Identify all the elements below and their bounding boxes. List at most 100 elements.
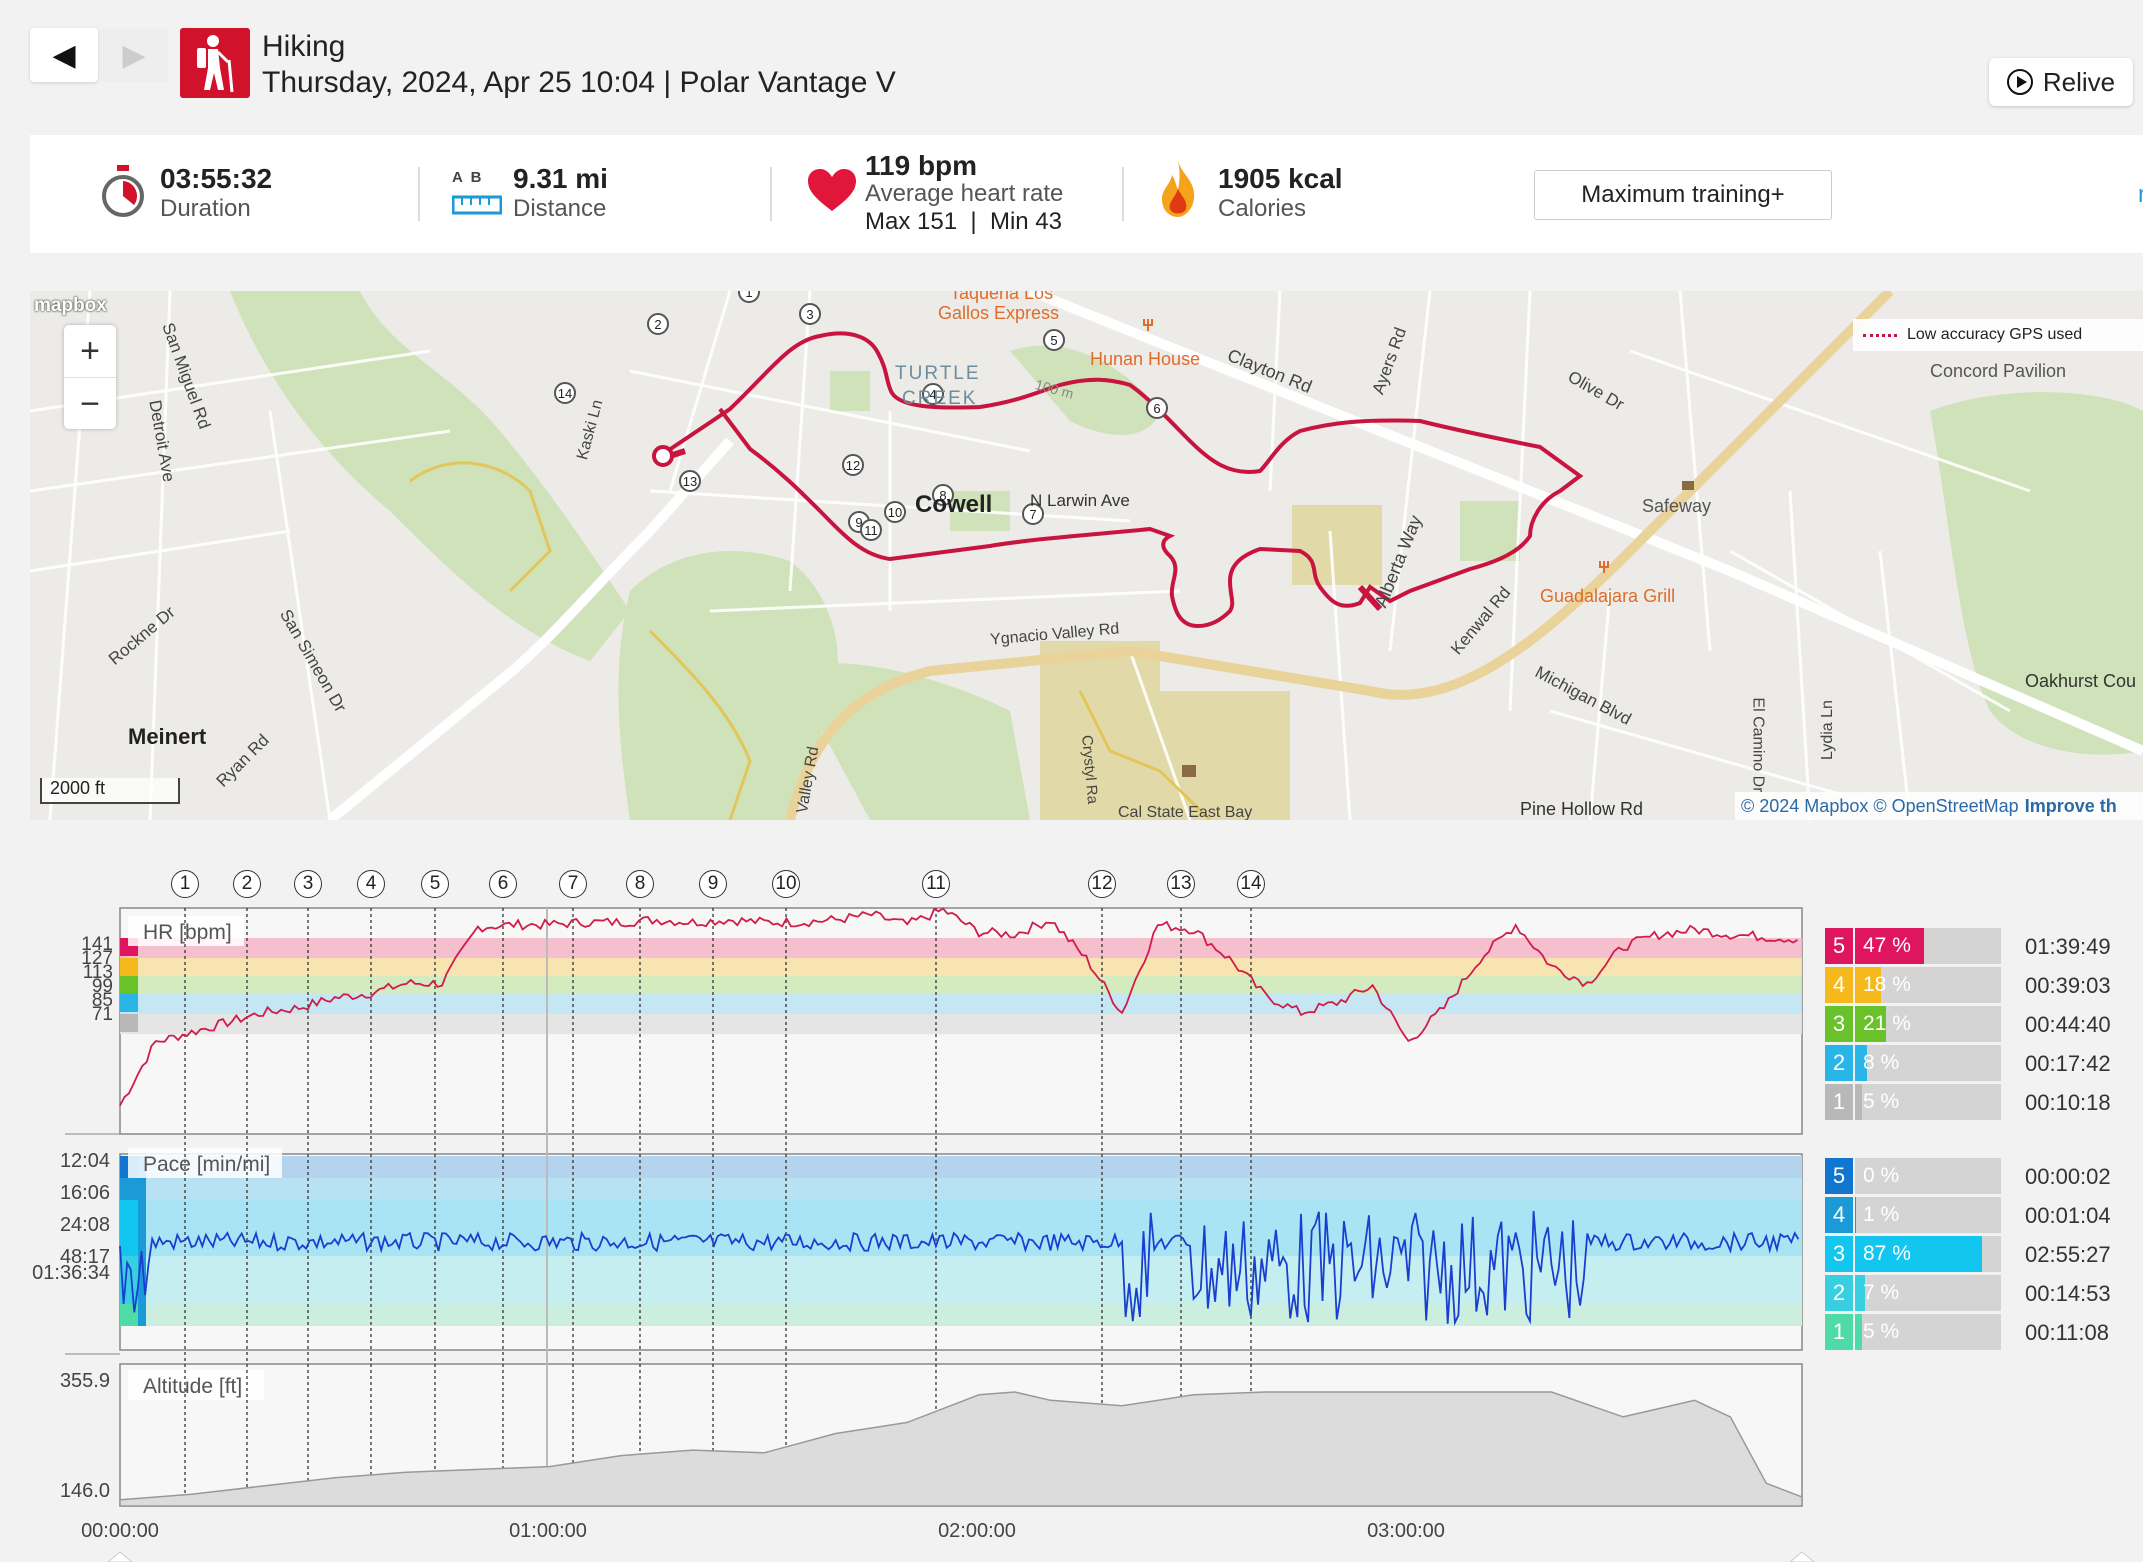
- zone-bar-fill: [1855, 1275, 1865, 1311]
- hr-chart-title: HR [bpm]: [143, 921, 232, 944]
- forward-button[interactable]: ▶: [100, 28, 168, 82]
- zone-bar-fill: [1855, 1084, 1862, 1120]
- route-marker: 12: [842, 454, 864, 476]
- lap-marker[interactable]: 10: [772, 870, 800, 898]
- lap-marker[interactable]: 8: [626, 870, 654, 898]
- zone-bar-track: [1855, 1314, 2001, 1350]
- altitude-tick-label: 355.9: [59, 1370, 110, 1392]
- lap-marker[interactable]: 6: [489, 870, 517, 898]
- calories-label: Calories: [1218, 195, 1307, 222]
- training-load-button[interactable]: Maximum training+: [1534, 170, 1832, 220]
- dotted-line-icon: [1863, 333, 1897, 337]
- route-marker: 7: [1022, 503, 1044, 525]
- pace-tick-label: 01:36:34: [32, 1262, 110, 1284]
- route-marker: 11: [860, 519, 882, 541]
- lap-marker[interactable]: 1: [171, 870, 199, 898]
- zone-percent: 87 %: [1863, 1242, 1911, 1265]
- pace-tick-label: 16:06: [59, 1182, 110, 1204]
- hiking-icon: [180, 28, 250, 98]
- improve-map-link[interactable]: Improve th: [2024, 795, 2117, 816]
- zone-bar-track: [1855, 1084, 2001, 1120]
- back-button[interactable]: ◀: [30, 28, 98, 82]
- zone-bar-track: [1855, 1045, 2001, 1081]
- route-marker: 8: [932, 484, 954, 506]
- zoom-control: + −: [64, 325, 116, 429]
- map-label-csueb: Cal State East Bay: [1118, 804, 1253, 820]
- lap-marker[interactable]: 13: [1167, 870, 1195, 898]
- lap-marker[interactable]: 12: [1088, 870, 1116, 898]
- lap-marker[interactable]: 7: [559, 870, 587, 898]
- zone-bar-fill: [1855, 928, 1924, 964]
- session-info: Thursday, 2024, Apr 25 10:04 | Polar Van…: [262, 66, 896, 99]
- gps-legend: Low accuracy GPS used: [1853, 319, 2143, 351]
- zone-number: 5: [1825, 928, 1853, 964]
- more-link[interactable]: mo: [2138, 181, 2143, 209]
- map-label-larwin: N Larwin Ave: [1030, 491, 1130, 510]
- lap-marker[interactable]: 14: [1237, 870, 1265, 898]
- heart-icon: [808, 169, 856, 218]
- zoom-in-button[interactable]: +: [64, 325, 116, 378]
- map-canvas: [30, 291, 2143, 820]
- zone-time: 00:39:03: [2025, 973, 2111, 998]
- map-label-meinert: Meinert: [128, 724, 207, 749]
- relive-label: Relive: [2042, 66, 2116, 97]
- lap-marker[interactable]: 3: [294, 870, 322, 898]
- zone-row: 5 47 % 01:39:49: [1825, 928, 2125, 964]
- relive-button[interactable]: Relive: [1989, 58, 2133, 106]
- zone-number: 3: [1825, 1236, 1853, 1272]
- zone-time: 00:14:53: [2025, 1281, 2111, 1306]
- zone-percent: 5 %: [1863, 1090, 1900, 1113]
- zone-time: 00:17:42: [2025, 1051, 2111, 1076]
- map-label-pavilion: Concord Pavilion: [1930, 361, 2067, 381]
- hr-tick-label: 141: [81, 934, 113, 955]
- play-icon: [2006, 69, 2033, 95]
- hr-tick-label: 127: [81, 948, 113, 969]
- map-label-turtle: TURTLE: [895, 363, 981, 384]
- pace-tick-label: 24:08: [59, 1214, 110, 1236]
- zone-row: 3 87 % 02:55:27: [1825, 1236, 2125, 1272]
- map-label-hunan: Hunan House: [1090, 349, 1201, 369]
- zone-bar-track: [1855, 1275, 2001, 1311]
- route-marker: 4: [922, 383, 944, 405]
- forward-arrow-icon: ▶: [122, 38, 146, 72]
- time-axis-label: 00:00:00: [81, 1520, 159, 1542]
- route-marker: 6: [1146, 397, 1168, 419]
- flame-icon: [1160, 161, 1196, 222]
- mapbox-logo[interactable]: mapbox: [34, 295, 107, 316]
- zone-percent: 21 %: [1863, 1012, 1911, 1035]
- zone-percent: 0 %: [1863, 1164, 1900, 1187]
- back-arrow-icon: ◀: [52, 38, 76, 72]
- lap-marker[interactable]: 11: [922, 870, 950, 898]
- route-marker: 13: [679, 470, 701, 492]
- scale-label: 2000 ft: [50, 778, 106, 798]
- charts-canvas[interactable]: [0, 870, 2143, 1562]
- lap-marker[interactable]: 5: [421, 870, 449, 898]
- route-marker: 5: [1043, 329, 1065, 351]
- zone-row: 4 1 % 00:01:04: [1825, 1197, 2125, 1233]
- lap-marker[interactable]: 4: [357, 870, 385, 898]
- pace-tick-label: 12:04: [59, 1150, 110, 1172]
- calories-value: 1905 kcal: [1218, 163, 1343, 194]
- route-marker: 3: [799, 303, 821, 325]
- zone-percent: 7 %: [1863, 1281, 1900, 1304]
- route-marker: 2: [647, 313, 669, 335]
- zone-bar-fill: [1855, 1197, 1856, 1233]
- zoom-out-button[interactable]: −: [80, 384, 100, 423]
- zone-row: 2 8 % 00:17:42: [1825, 1045, 2125, 1081]
- map-label-safeway: Safeway: [1642, 496, 1712, 516]
- hr-tick-label: 71: [91, 1004, 113, 1025]
- lap-marker[interactable]: 9: [699, 870, 727, 898]
- zone-percent: 47 %: [1863, 934, 1911, 957]
- hr-average-label: Average heart rate: [865, 180, 1064, 207]
- lap-marker[interactable]: 2: [233, 870, 261, 898]
- zone-time: 00:44:40: [2025, 1012, 2111, 1037]
- copyright-text[interactable]: © 2024 Mapbox © OpenStreetMap: [1741, 795, 2019, 816]
- zone-row: 3 21 % 00:44:40: [1825, 1006, 2125, 1042]
- map-label-guadalajara: Guadalajara Grill: [1540, 586, 1676, 606]
- route-marker: 10: [884, 501, 906, 523]
- zone-bar-fill: [1855, 1006, 1886, 1042]
- route-map[interactable]: 1 2 3 4 5 6 7 8 9 10 11 12 13 14 Taqueria Los Gallos …: [30, 291, 2143, 820]
- zone-number: 2: [1825, 1275, 1853, 1311]
- zone-time: 00:00:02: [2025, 1164, 2111, 1189]
